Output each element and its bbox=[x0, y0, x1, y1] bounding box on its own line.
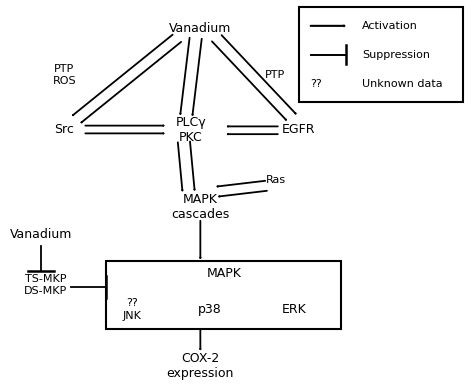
Text: Ras: Ras bbox=[265, 175, 285, 185]
Text: COX-2
expression: COX-2 expression bbox=[167, 352, 234, 380]
Text: p38: p38 bbox=[198, 303, 222, 316]
Text: EGFR: EGFR bbox=[282, 123, 316, 136]
Text: Vanadium: Vanadium bbox=[9, 228, 72, 241]
Text: ??: ?? bbox=[310, 79, 322, 89]
Text: Src: Src bbox=[55, 123, 74, 136]
Text: ??: ?? bbox=[127, 298, 138, 308]
Bar bbox=[299, 7, 463, 102]
Text: MAPK: MAPK bbox=[206, 267, 241, 280]
Text: Suppression: Suppression bbox=[362, 50, 430, 59]
Text: PTP
ROS: PTP ROS bbox=[53, 65, 76, 86]
Text: TS-MKP
DS-MKP: TS-MKP DS-MKP bbox=[24, 274, 67, 296]
Bar bbox=[107, 262, 341, 330]
Text: Activation: Activation bbox=[362, 21, 418, 31]
Text: Vanadium: Vanadium bbox=[169, 22, 231, 35]
Text: MAPK
cascades: MAPK cascades bbox=[171, 193, 229, 221]
Text: Unknown data: Unknown data bbox=[362, 79, 443, 89]
Text: PTP: PTP bbox=[265, 70, 285, 80]
Text: JNK: JNK bbox=[123, 311, 142, 321]
Text: PLCγ
PKC: PLCγ PKC bbox=[175, 115, 206, 143]
Text: ERK: ERK bbox=[282, 303, 307, 316]
